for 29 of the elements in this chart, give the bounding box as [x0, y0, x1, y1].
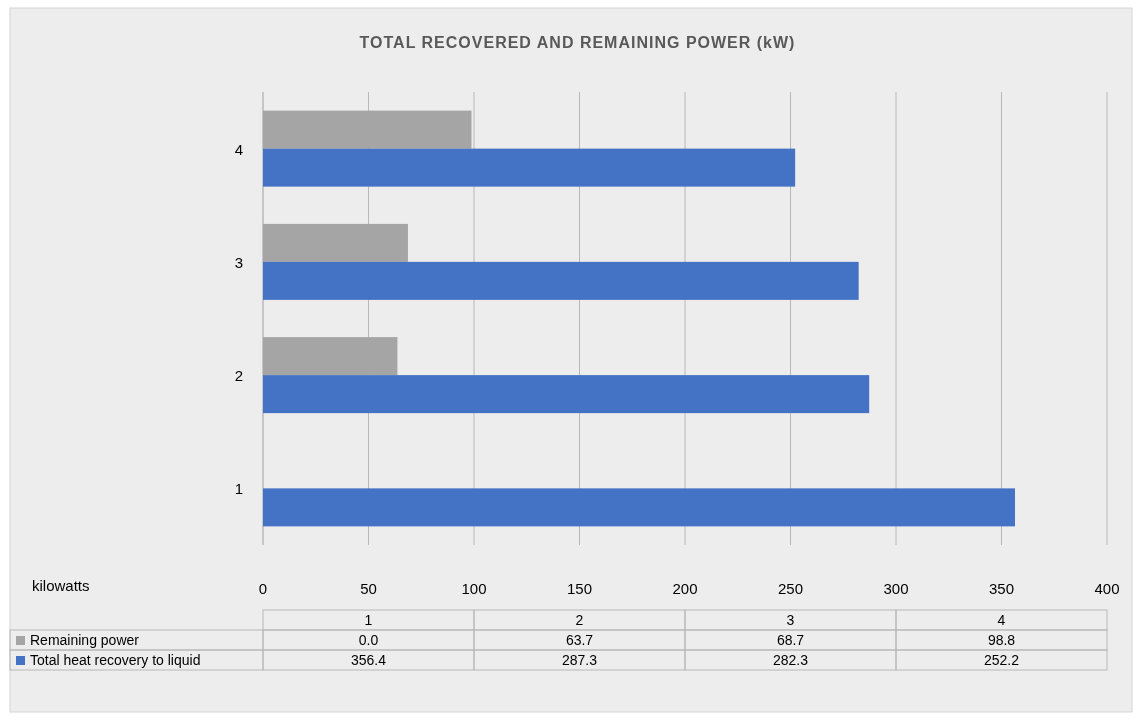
- y-tick-label: 2: [234, 367, 243, 385]
- x-tick-label: 150: [566, 580, 593, 597]
- category-label: 2: [575, 612, 584, 628]
- category-label: 1: [364, 612, 373, 628]
- x-tick-label: 350: [988, 580, 1015, 597]
- legend-label: Remaining power: [30, 632, 140, 648]
- text: 282.3: [772, 652, 809, 668]
- y-tick-label: 3: [234, 253, 243, 271]
- x-tick-label: 200: [672, 580, 698, 597]
- text: 0.0: [358, 632, 379, 648]
- text: 356.4: [350, 652, 387, 668]
- y-tick-label: 4: [234, 140, 243, 158]
- x-tick-label: 300: [883, 580, 909, 597]
- x-tick-label: 50: [360, 580, 377, 597]
- x-tick-label: 250: [777, 580, 804, 597]
- legend-label: Total heat recovery to liquid: [30, 652, 201, 668]
- chart-title: TOTAL RECOVERED AND REMAINING POWER (kW): [359, 34, 796, 51]
- category-label: 4: [997, 612, 1006, 628]
- x-tick-label: 0: [258, 580, 268, 597]
- text: kilowatts: [32, 577, 90, 594]
- y-tick-label: 1: [234, 480, 243, 498]
- text: 252.2: [983, 652, 1020, 668]
- x-tick-label: 100: [461, 580, 487, 597]
- text: 68.7: [776, 632, 805, 648]
- x-tick-label: 400: [1094, 580, 1120, 597]
- text: 98.8: [987, 632, 1016, 648]
- text: 287.3: [561, 652, 598, 668]
- text: 63.7: [565, 632, 594, 648]
- category-label: 3: [786, 612, 795, 628]
